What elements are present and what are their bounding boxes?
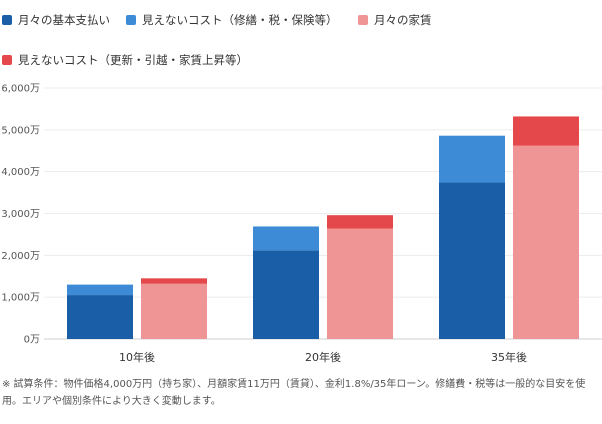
bar-rent-1-0: [141, 278, 207, 284]
legend-swatch-hidden-rent-cost: [2, 55, 12, 65]
legend-item-hidden-rent-cost[interactable]: 見えないコスト（更新・引越・家賃上昇等）: [2, 52, 248, 68]
bar-own-1-2: [439, 135, 505, 183]
legend-label-hidden-rent-cost: 見えないコスト（更新・引越・家賃上昇等）: [18, 53, 248, 67]
y-tick-label-6: 6,000万: [1, 84, 40, 95]
calculation-note: ※ 試算条件：物件価格4,000万円（持ち家）、月額家賃11万円（賃貸）、金利1…: [2, 379, 586, 407]
bar-own-1-0: [67, 284, 133, 296]
legend-label-hidden-own-cost: 見えないコスト（修繕・税・保険等）: [142, 13, 338, 27]
bar-own-0-1: [253, 250, 319, 339]
y-tick-label-2: 2,000万: [1, 251, 40, 262]
legend-label-rent: 月々の家賃: [374, 13, 432, 27]
bar-rent-0-1: [327, 228, 393, 339]
bar-rent-1-2: [513, 116, 579, 146]
x-category-label-1: 20年後: [305, 350, 341, 364]
bar-rent-1-1: [327, 215, 393, 229]
y-tick-label-0: 0万: [24, 335, 40, 346]
y-tick-label-3: 3,000万: [1, 209, 40, 220]
y-tick-label-1: 1,000万: [1, 293, 40, 304]
legend-swatch-rent: [358, 15, 368, 25]
y-tick-label-5: 5,000万: [1, 125, 40, 136]
bar-own-1-1: [253, 226, 319, 251]
stacked-bar-chart: 0万 1,000万 2,000万 3,000万 4,000万 5,000万 6,000万 10…: [1, 84, 602, 364]
legend-label-base-payment: 月々の基本支払い: [18, 13, 110, 27]
legend-item-hidden-own-cost[interactable]: 見えないコスト（修繕・税・保険等）: [126, 12, 338, 28]
legend-item-rent[interactable]: 月々の家賃: [358, 12, 432, 28]
legend-swatch-base-payment: [2, 15, 12, 25]
x-category-label-0: 10年後: [119, 350, 155, 364]
bar-own-0-2: [439, 182, 505, 339]
legend-swatch-hidden-own-cost: [126, 15, 136, 25]
bar-rent-0-0: [141, 283, 207, 339]
x-category-label-2: 35年後: [491, 350, 527, 364]
bar-own-0-0: [67, 295, 133, 339]
legend-item-base-payment[interactable]: 月々の基本支払い: [2, 12, 110, 28]
y-tick-label-4: 4,000万: [1, 167, 40, 178]
bar-rent-0-2: [513, 145, 579, 339]
